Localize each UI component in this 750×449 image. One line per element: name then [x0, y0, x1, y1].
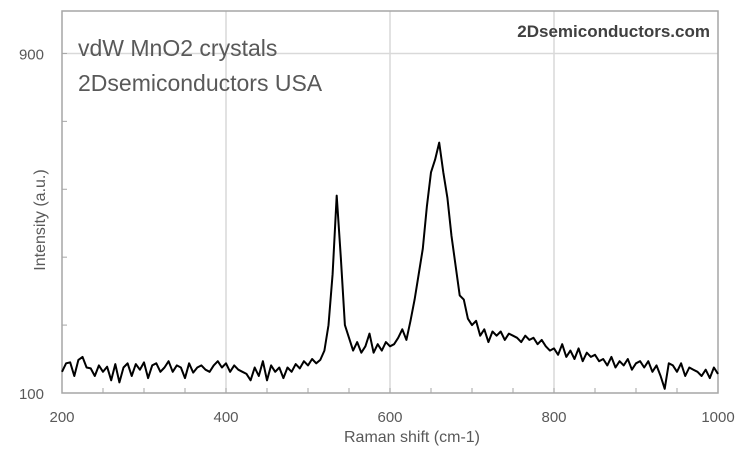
- y-tick-label: 900: [19, 46, 44, 63]
- x-tick-label: 600: [377, 409, 402, 426]
- annotation-line-2: 2Dsemiconductors USA: [78, 70, 323, 96]
- watermark: 2Dsemiconductors.com: [517, 22, 710, 41]
- x-tick-label: 400: [213, 409, 238, 426]
- x-tick-label: 800: [541, 409, 566, 426]
- annotation-line-1: vdW MnO2 crystals: [78, 35, 277, 61]
- series-line: [61, 141, 719, 390]
- x-axis-title: Raman shift (cm-1): [344, 429, 480, 446]
- y-axis-title: Intensity (a.u.): [32, 169, 49, 270]
- tick-marks: [62, 52, 678, 393]
- tick-labels: 200 400 600 800 1000 100 900: [19, 46, 735, 426]
- x-tick-label: 1000: [701, 409, 734, 426]
- x-tick-label: 200: [49, 409, 74, 426]
- gridlines: [62, 11, 718, 393]
- y-tick-label: 100: [19, 386, 44, 403]
